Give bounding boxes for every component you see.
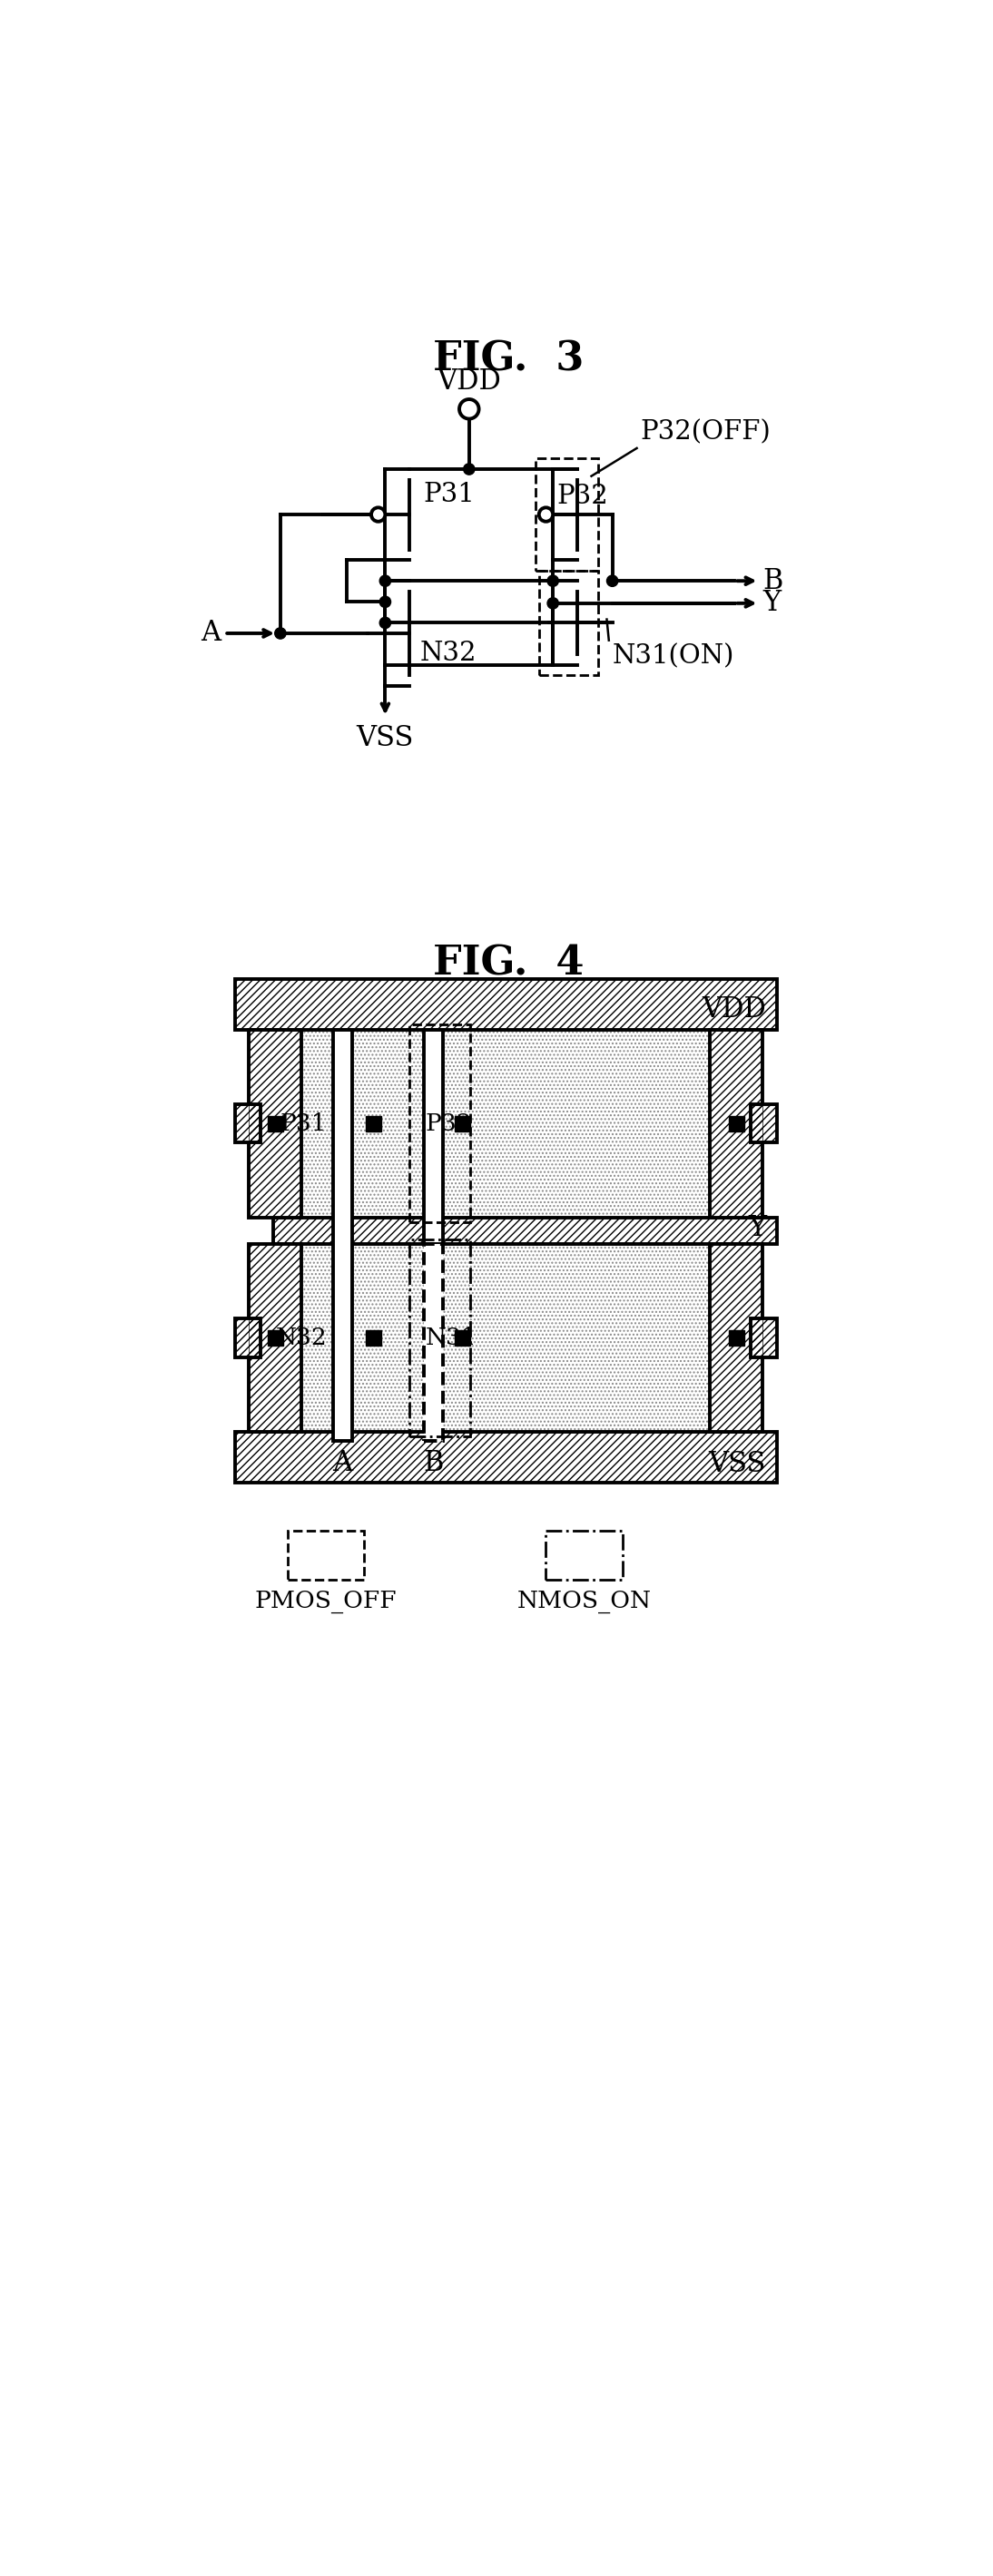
Bar — [710, 1244, 763, 1432]
Text: N31: N31 — [425, 1327, 477, 1350]
Circle shape — [607, 574, 618, 587]
Text: B: B — [423, 1450, 444, 1479]
Text: B: B — [763, 567, 782, 595]
Bar — [410, 1025, 470, 1221]
Bar — [298, 1242, 714, 1435]
Text: P32: P32 — [556, 484, 608, 510]
Text: VDD: VDD — [702, 997, 767, 1023]
Circle shape — [379, 618, 391, 629]
Text: PMOS_OFF: PMOS_OFF — [255, 1589, 397, 1613]
Bar — [235, 1319, 261, 1358]
Bar — [365, 1329, 381, 1345]
Circle shape — [379, 574, 391, 587]
Bar — [729, 1329, 744, 1345]
Bar — [710, 1030, 763, 1218]
Circle shape — [464, 464, 475, 474]
Bar — [267, 1329, 283, 1345]
Bar — [410, 1239, 470, 1437]
Bar — [287, 1530, 364, 1579]
Bar — [333, 1030, 353, 1440]
Bar — [249, 1030, 301, 1218]
Bar — [710, 1244, 763, 1432]
Text: FIG.  4: FIG. 4 — [433, 945, 585, 984]
Bar — [751, 1105, 777, 1144]
Bar — [267, 1115, 283, 1131]
Bar — [535, 459, 599, 569]
Text: VDD: VDD — [437, 368, 501, 397]
Bar — [546, 1530, 623, 1579]
Circle shape — [275, 629, 286, 639]
Text: Y: Y — [748, 1213, 767, 1242]
Circle shape — [460, 399, 479, 420]
Circle shape — [547, 598, 558, 608]
Text: Y: Y — [763, 590, 780, 618]
Text: VSS: VSS — [709, 1450, 767, 1479]
Bar — [365, 1115, 381, 1131]
Bar — [235, 979, 777, 1030]
Text: P32(OFF): P32(OFF) — [640, 420, 771, 446]
Bar — [729, 1115, 744, 1131]
Bar — [751, 1105, 777, 1144]
Bar — [235, 979, 777, 1030]
Bar — [235, 1432, 777, 1481]
Text: N31(ON): N31(ON) — [613, 644, 734, 670]
Circle shape — [547, 574, 558, 587]
Bar — [273, 1218, 777, 1244]
Text: VSS: VSS — [356, 724, 414, 752]
Bar — [235, 1105, 261, 1144]
Bar — [273, 1218, 777, 1244]
Bar — [249, 1244, 301, 1432]
Bar — [298, 1025, 714, 1221]
Text: P31: P31 — [280, 1113, 328, 1136]
Bar — [751, 1319, 777, 1358]
Text: N32: N32 — [276, 1327, 328, 1350]
Text: NMOS_ON: NMOS_ON — [517, 1589, 651, 1613]
Bar — [249, 1244, 301, 1432]
Text: N32: N32 — [420, 641, 477, 665]
Circle shape — [539, 507, 553, 520]
Text: FIG.  3: FIG. 3 — [433, 340, 585, 379]
Bar — [751, 1319, 777, 1358]
Bar — [298, 1242, 714, 1435]
Bar — [424, 1030, 443, 1244]
Bar — [235, 1105, 261, 1144]
Bar — [455, 1329, 471, 1345]
Circle shape — [371, 507, 385, 520]
Bar — [539, 569, 599, 675]
Text: P32: P32 — [425, 1113, 472, 1136]
Bar — [455, 1115, 471, 1131]
Text: A: A — [201, 618, 221, 647]
Text: A: A — [333, 1450, 353, 1479]
Bar — [710, 1030, 763, 1218]
Bar — [249, 1030, 301, 1218]
Bar — [235, 1319, 261, 1358]
Circle shape — [379, 595, 391, 608]
Bar — [424, 1244, 443, 1440]
Bar — [298, 1025, 714, 1221]
Text: P31: P31 — [424, 482, 476, 507]
Bar — [235, 1432, 777, 1481]
